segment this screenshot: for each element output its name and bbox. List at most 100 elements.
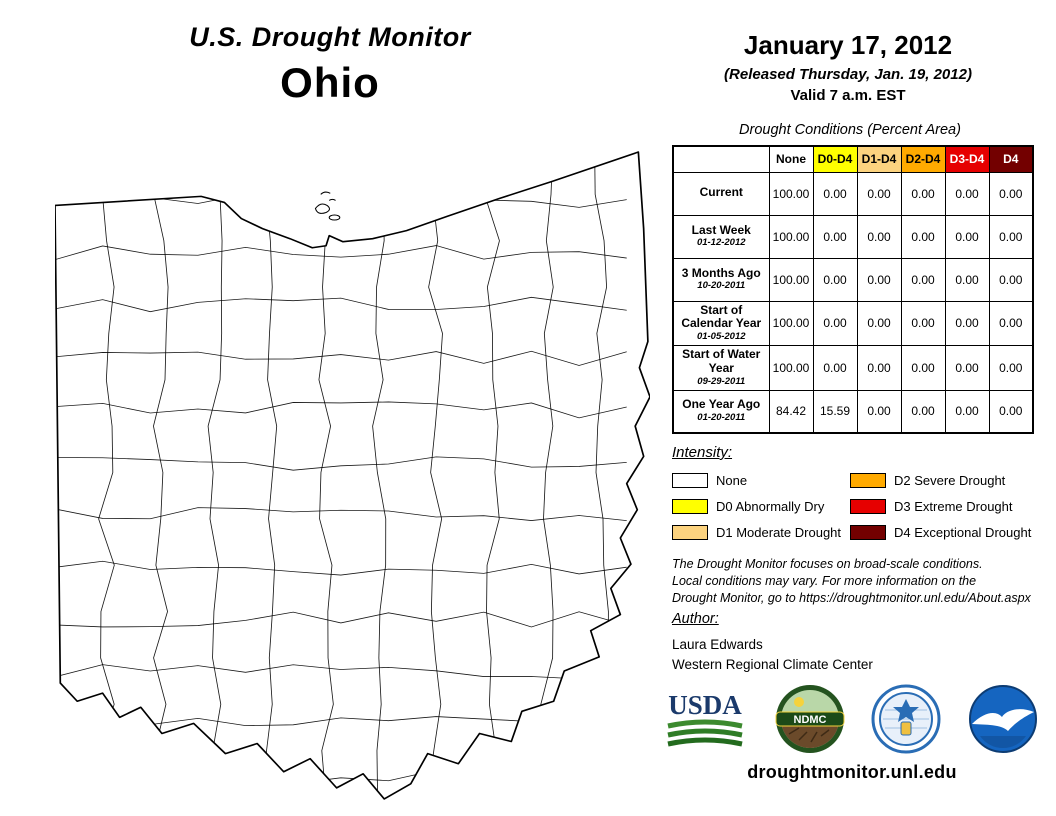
legend-item-d0: D0 Abnormally Dry (672, 498, 841, 514)
value-cell: 0.00 (988, 389, 1034, 434)
value-cell: 0.00 (856, 389, 902, 434)
date-block: January 17, 2012 (Released Thursday, Jan… (656, 30, 1040, 104)
value-cell: 0.00 (988, 300, 1034, 347)
value-cell: 100.00 (768, 171, 814, 216)
value-cell: 0.00 (900, 389, 946, 434)
value-cell: 15.59 (812, 389, 858, 434)
release-date: (Released Thursday, Jan. 19, 2012) (724, 66, 972, 83)
value-cell: 0.00 (944, 345, 990, 391)
row-date: 01-12-2012 (696, 237, 746, 249)
author-name: Laura Edwards (672, 637, 763, 652)
value-cell: 0.00 (856, 345, 902, 391)
report-date: January 17, 2012 (743, 30, 953, 60)
legend-label: None (716, 472, 748, 488)
row-label: Start of Calendar Year (681, 302, 762, 331)
value-cell: 84.42 (768, 389, 814, 434)
commerce-seal-logo (871, 684, 941, 754)
value-cell: 0.00 (988, 214, 1034, 259)
table-corner-cell (672, 145, 770, 173)
state-border (55, 151, 650, 800)
value-cell: 0.00 (988, 257, 1034, 302)
value-cell: 100.00 (768, 345, 814, 391)
d1-swatch-icon (672, 524, 708, 540)
value-cell: 0.00 (900, 300, 946, 347)
ndmc-logo: NDMC (775, 685, 845, 753)
row-date: 01-05-2012 (696, 331, 746, 343)
value-cell: 0.00 (900, 171, 946, 216)
value-cell: 100.00 (768, 300, 814, 347)
usda-logo: USDA (667, 690, 743, 747)
value-cell: 0.00 (812, 257, 858, 302)
value-cell: 0.00 (812, 345, 858, 391)
legend-item-none: None (672, 472, 841, 488)
legend-item-d4: D4 Exceptional Drought (850, 524, 1031, 540)
legend-item-d1: D1 Moderate Drought (672, 524, 841, 540)
usda-logo-text: USDA (668, 690, 742, 720)
value-cell: 0.00 (900, 214, 946, 259)
agency-logos: USDA NDMC (662, 684, 1038, 754)
column-header-d2-d4: D2-D4 (900, 145, 946, 173)
author-block: Author: Laura Edwards Western Regional C… (672, 611, 873, 677)
legend-title: Intensity: (672, 444, 733, 461)
ndmc-logo-text: NDMC (793, 714, 826, 726)
row-date: 09-29-2011 (697, 375, 746, 387)
noaa-logo (968, 685, 1037, 753)
disclaimer-text: The Drought Monitor focuses on broad-sca… (672, 557, 1031, 605)
value-cell: 0.00 (856, 300, 902, 347)
value-cell: 0.00 (944, 171, 990, 216)
report-title: U.S. Drought Monitor (189, 22, 471, 52)
column-header-d1-d4: D1-D4 (856, 145, 902, 173)
legend-item-d3: D3 Extreme Drought (850, 498, 1031, 514)
value-cell: 0.00 (988, 345, 1034, 391)
author-heading: Author: (672, 611, 719, 627)
legend-label: D1 Moderate Drought (716, 524, 842, 540)
lake-erie-islands-icon (314, 191, 341, 221)
row-label: One Year Ago (682, 397, 761, 412)
state-shape (55, 152, 650, 799)
value-cell: 0.00 (944, 389, 990, 434)
row-date: 10-20-2011 (697, 280, 746, 292)
row-label: Current (699, 185, 743, 200)
value-cell: 0.00 (856, 257, 902, 302)
d0-swatch-icon (672, 498, 708, 514)
ohio-county-map (55, 151, 650, 800)
table-row-start-water-year: Start of Water Year 09-29-2011 100.00 0.0… (672, 345, 1034, 391)
legend-label: D4 Exceptional Drought (894, 524, 1032, 540)
d2-swatch-icon (850, 472, 886, 488)
value-cell: 0.00 (812, 214, 858, 259)
value-cell: 100.00 (768, 214, 814, 259)
value-cell: 0.00 (944, 257, 990, 302)
author-organization: Western Regional Climate Center (672, 657, 873, 672)
row-label: 3 Months Ago (681, 265, 761, 280)
intensity-legend: Intensity: None D0 Abnormally Dry D1 Mod… (672, 444, 1044, 557)
table-title: Drought Conditions (Percent Area) (739, 122, 961, 138)
legend-label: D3 Extreme Drought (894, 498, 1013, 514)
site-url: droughtmonitor.unl.edu (747, 762, 957, 782)
value-cell: 0.00 (944, 214, 990, 259)
value-cell: 100.00 (768, 257, 814, 302)
legend-label: D0 Abnormally Dry (716, 498, 825, 514)
none-swatch-icon (672, 472, 708, 488)
row-label: Last Week (691, 222, 751, 237)
column-header-none: None (768, 145, 814, 173)
valid-time: Valid 7 a.m. EST (790, 87, 906, 104)
table-row-last-week: Last Week 01-12-2012 100.00 0.00 0.00 0.0… (672, 214, 1034, 259)
report-title-block: U.S. Drought Monitor Ohio (75, 22, 585, 107)
d4-swatch-icon (850, 524, 886, 540)
table-row-start-calendar-year: Start of Calendar Year 01-05-2012 100.00 … (672, 300, 1034, 347)
value-cell: 0.00 (988, 171, 1034, 216)
value-cell: 0.00 (812, 300, 858, 347)
column-header-d0-d4: D0-D4 (812, 145, 858, 173)
value-cell: 0.00 (900, 257, 946, 302)
state-name: Ohio (280, 59, 380, 106)
value-cell: 0.00 (812, 171, 858, 216)
d3-swatch-icon (850, 498, 886, 514)
value-cell: 0.00 (856, 171, 902, 216)
value-cell: 0.00 (944, 300, 990, 347)
table-header-row: None D0-D4 D1-D4 D2-D4 D3-D4 D4 (672, 145, 1034, 173)
value-cell: 0.00 (900, 345, 946, 391)
table-row-current: Current 100.00 0.00 0.00 0.00 0.00 0.00 (672, 171, 1034, 216)
legend-label: D2 Severe Drought (894, 472, 1006, 488)
column-header-d3-d4: D3-D4 (944, 145, 990, 173)
